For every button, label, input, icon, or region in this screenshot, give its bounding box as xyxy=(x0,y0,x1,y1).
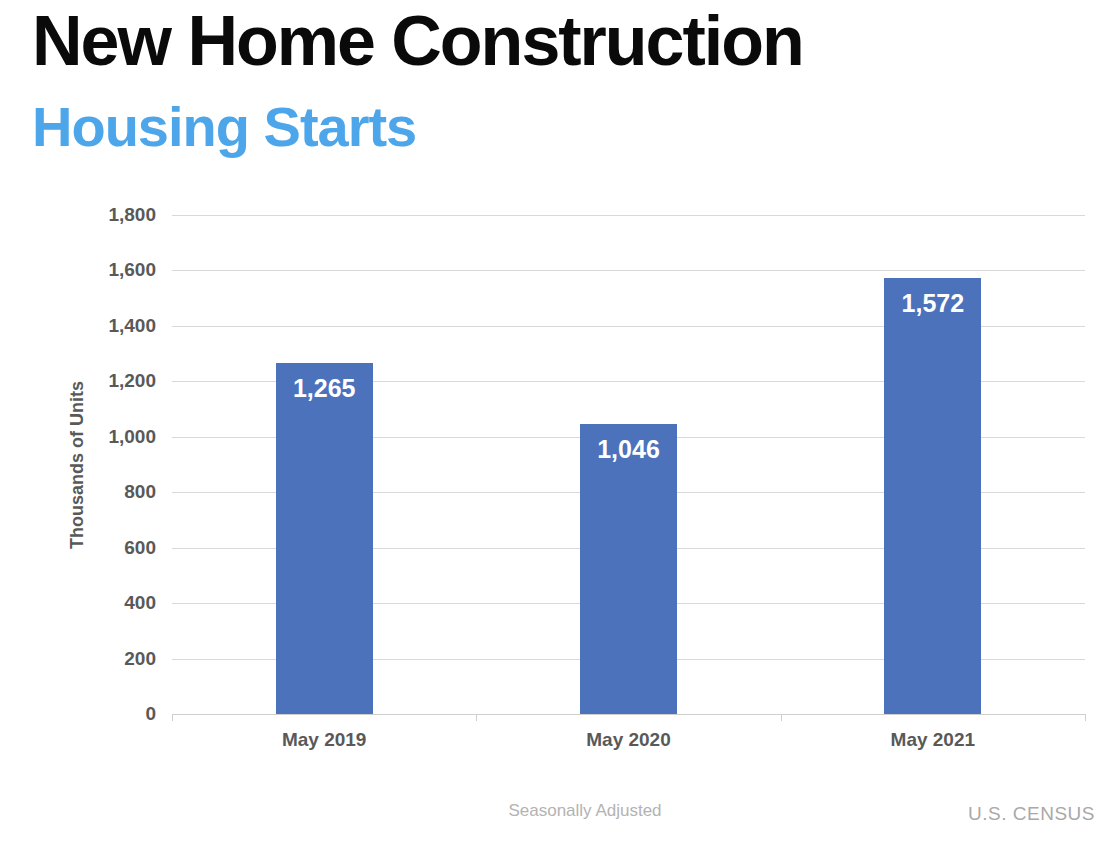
footer-source: U.S. CENSUS xyxy=(968,803,1095,825)
x-axis-tick xyxy=(781,714,782,721)
x-axis-tick xyxy=(476,714,477,721)
y-tick-label: 0 xyxy=(60,704,156,724)
bar-value-label: 1,265 xyxy=(276,374,373,403)
y-axis-title: Thousands of Units xyxy=(67,381,88,549)
footer-note: Seasonally Adjusted xyxy=(435,801,735,821)
y-tick-label: 400 xyxy=(60,593,156,613)
slide-canvas: New Home Construction Housing Starts Tho… xyxy=(0,0,1120,842)
y-tick-label: 1,600 xyxy=(60,260,156,280)
y-tick-label: 1,800 xyxy=(60,205,156,225)
y-tick-label: 800 xyxy=(60,482,156,502)
y-tick-label: 1,200 xyxy=(60,371,156,391)
x-tick-label: May 2020 xyxy=(519,729,739,751)
bar-may-2019: 1,265 xyxy=(276,363,373,714)
gridline xyxy=(172,215,1085,216)
y-tick-label: 1,000 xyxy=(60,427,156,447)
page-subtitle: Housing Starts xyxy=(32,99,416,155)
bar-value-label: 1,046 xyxy=(580,435,677,464)
gridline xyxy=(172,270,1085,271)
x-axis-tick xyxy=(172,714,173,721)
y-tick-label: 1,400 xyxy=(60,316,156,336)
bar-may-2020: 1,046 xyxy=(580,424,677,714)
bar-value-label: 1,572 xyxy=(884,289,981,318)
x-axis-line xyxy=(172,714,1085,715)
y-tick-label: 600 xyxy=(60,538,156,558)
bar-may-2021: 1,572 xyxy=(884,278,981,714)
y-tick-label: 200 xyxy=(60,649,156,669)
page-title: New Home Construction xyxy=(32,6,803,76)
x-tick-label: May 2021 xyxy=(823,729,1043,751)
x-tick-label: May 2019 xyxy=(214,729,434,751)
x-axis-tick xyxy=(1085,714,1086,721)
